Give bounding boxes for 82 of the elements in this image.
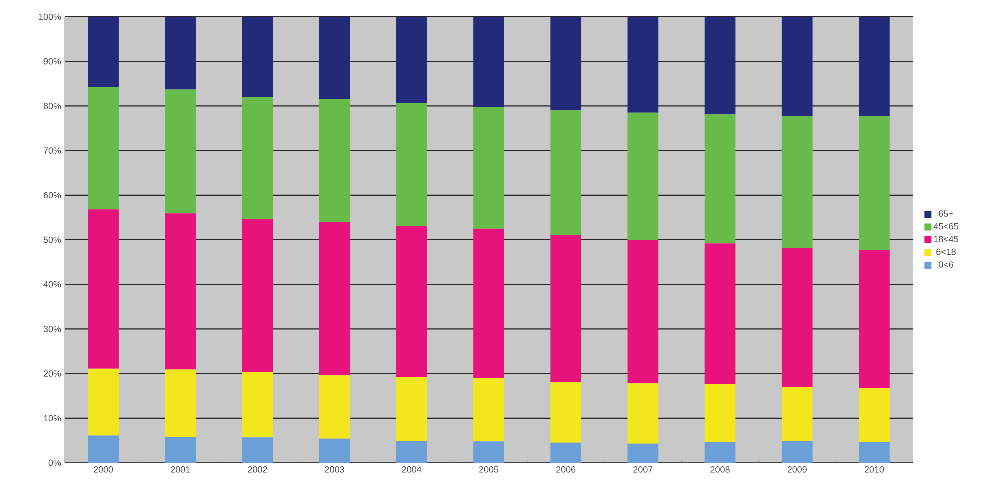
bar: [474, 442, 504, 463]
y-tick-label: 40%: [44, 281, 62, 288]
legend-label: 45<65: [934, 223, 958, 230]
bar: [704, 114, 736, 244]
bar: [550, 16, 582, 111]
y-tick-label: 60%: [44, 192, 62, 199]
bar: [704, 16, 736, 115]
y-tick-label: 0%: [48, 460, 62, 466]
y-tick-label: 100%: [39, 14, 62, 20]
y-tick-label: 80%: [44, 103, 62, 110]
x-tick-label: 2000: [94, 466, 114, 473]
bar: [88, 436, 119, 463]
bar: [88, 16, 119, 88]
bar: [319, 100, 350, 222]
bar: [319, 376, 350, 439]
x-tick-label: 2002: [248, 466, 268, 473]
bar: [782, 116, 813, 248]
bar: [628, 444, 659, 463]
bar: [165, 214, 196, 370]
y-tick-label: 70%: [44, 148, 62, 154]
x-tick-label: 2004: [402, 466, 422, 473]
bar: [319, 438, 350, 463]
bar: [628, 240, 659, 384]
bar: [782, 441, 813, 463]
x-tick-label: 2007: [634, 466, 653, 473]
bar: [474, 228, 504, 378]
y-tick-label: 90%: [44, 58, 62, 65]
bar: [782, 248, 813, 388]
bar: [859, 442, 890, 463]
bar: [165, 437, 196, 463]
x-tick-label: 2006: [556, 466, 576, 473]
bar: [782, 16, 813, 116]
bar: [859, 16, 890, 116]
bar: [396, 16, 428, 104]
legend-label: 65+: [939, 210, 954, 217]
bar: [242, 372, 274, 438]
bar: [474, 16, 504, 108]
y-tick-label: 50%: [44, 236, 62, 244]
bar: [396, 226, 428, 378]
legend-label: 18<45: [934, 236, 958, 242]
bar: [319, 16, 350, 100]
x-tick-label: 2003: [325, 466, 344, 473]
bar: [165, 90, 196, 214]
y-tick-label: 20%: [44, 370, 62, 377]
bar: [704, 244, 736, 385]
bar: [704, 384, 736, 442]
legend-label: 6<18: [936, 248, 956, 256]
bar: [859, 388, 890, 442]
bar: [88, 210, 119, 369]
bar: [242, 97, 274, 220]
bar: [782, 387, 813, 442]
bar: [396, 103, 428, 226]
bar: [474, 107, 504, 229]
legend-label: 0<6: [938, 262, 954, 268]
bar: [88, 368, 119, 436]
bar: [242, 219, 274, 372]
bar: [628, 384, 659, 444]
x-tick-label: 2005: [479, 466, 499, 473]
bar: [396, 441, 428, 463]
bar: [628, 112, 659, 240]
x-tick-label: 2010: [864, 466, 884, 473]
bar: [550, 442, 582, 463]
bar: [242, 438, 274, 463]
bar: [704, 442, 736, 463]
bar: [242, 16, 274, 98]
x-tick-label: 2008: [710, 466, 730, 473]
y-tick-label: 10%: [44, 415, 62, 422]
bar: [474, 378, 504, 442]
bar: [165, 370, 196, 438]
bar: [859, 250, 890, 388]
y-tick-label: 30%: [44, 326, 62, 332]
bar: [319, 222, 350, 376]
bar: [88, 87, 119, 210]
bar: [628, 16, 659, 113]
bar: [859, 116, 890, 250]
bar: [550, 236, 582, 382]
x-tick-label: 2001: [171, 466, 190, 473]
bar: [550, 382, 582, 443]
bar: [550, 110, 582, 236]
bar: [396, 377, 428, 442]
bar: [165, 16, 196, 90]
x-tick-label: 2009: [788, 466, 807, 473]
